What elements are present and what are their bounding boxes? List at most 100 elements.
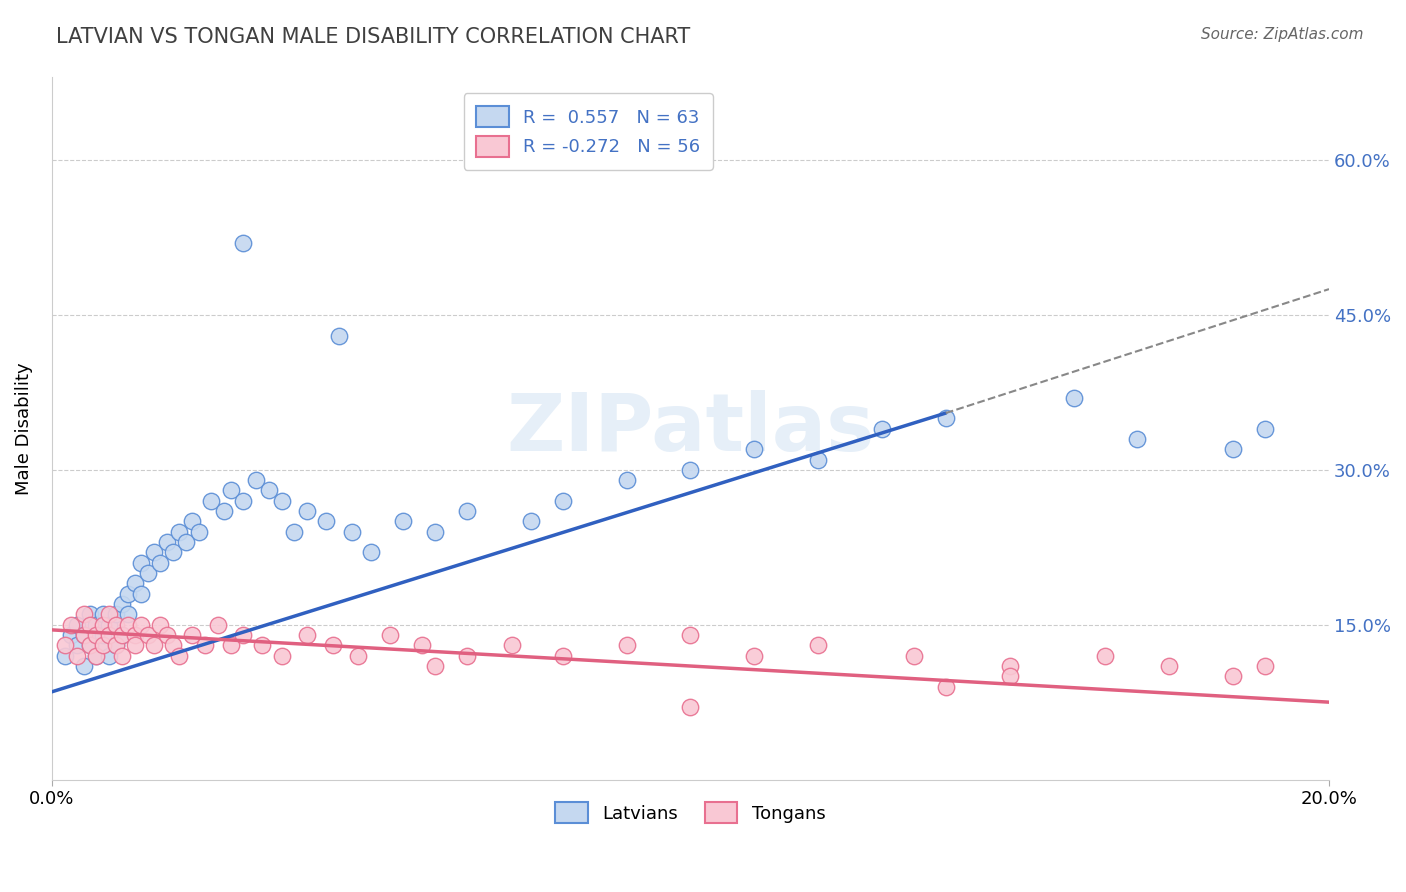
Point (162, 545, 184, 559)
Point (232, 235, 254, 250)
Point (79, 639, 101, 653)
Point (283, 524, 305, 539)
Point (200, 493, 222, 508)
Point (117, 617, 139, 632)
Point (328, 328, 350, 343)
Point (79, 607, 101, 622)
Point (501, 639, 523, 653)
Text: Source: ZipAtlas.com: Source: ZipAtlas.com (1201, 27, 1364, 42)
Point (111, 628, 134, 642)
Point (998, 659, 1021, 673)
Point (1126, 432, 1149, 446)
Point (551, 648, 574, 663)
Point (181, 628, 204, 642)
Point (742, 442, 765, 457)
Point (136, 566, 159, 580)
Legend: Latvians, Tongans: Latvians, Tongans (544, 791, 837, 834)
Point (142, 545, 165, 559)
Point (53, 639, 76, 653)
Point (86, 617, 108, 632)
Point (679, 700, 702, 714)
Point (104, 639, 127, 653)
Point (551, 493, 574, 508)
Point (295, 628, 318, 642)
Point (1063, 391, 1085, 405)
Point (456, 648, 478, 663)
Point (86, 628, 108, 642)
Point (86, 648, 108, 663)
Point (245, 473, 267, 487)
Point (194, 639, 217, 653)
Point (1254, 659, 1277, 673)
Point (1222, 442, 1244, 457)
Text: LATVIAN VS TONGAN MALE DISABILITY CORRELATION CHART: LATVIAN VS TONGAN MALE DISABILITY CORREL… (56, 27, 690, 46)
Point (270, 648, 292, 663)
Point (347, 648, 370, 663)
Point (91, 617, 114, 632)
Point (807, 639, 830, 653)
Point (807, 452, 830, 467)
Point (111, 597, 134, 611)
Point (79, 617, 101, 632)
Point (162, 639, 184, 653)
Point (616, 473, 638, 487)
Point (169, 648, 191, 663)
Point (129, 587, 152, 601)
Point (380, 628, 402, 642)
Point (935, 411, 957, 425)
Point (98, 607, 121, 622)
Point (1254, 421, 1277, 435)
Point (322, 639, 344, 653)
Point (423, 659, 446, 673)
Point (156, 535, 179, 549)
Point (98, 648, 121, 663)
Point (98, 628, 121, 642)
Point (295, 504, 318, 518)
Point (59, 628, 82, 642)
Point (998, 669, 1021, 683)
Point (129, 556, 152, 570)
Y-axis label: Male Disability: Male Disability (15, 362, 32, 495)
Point (129, 617, 152, 632)
Point (340, 524, 363, 539)
Point (86, 628, 108, 642)
Point (53, 648, 76, 663)
Point (212, 504, 235, 518)
Point (124, 576, 146, 591)
Point (232, 628, 254, 642)
Point (149, 556, 172, 570)
Point (142, 639, 165, 653)
Point (91, 607, 114, 622)
Point (169, 524, 191, 539)
Point (124, 639, 146, 653)
Point (86, 648, 108, 663)
Point (1222, 669, 1244, 683)
Point (73, 628, 96, 642)
Point (104, 607, 127, 622)
Point (456, 504, 478, 518)
Point (935, 680, 957, 694)
Point (270, 493, 292, 508)
Point (156, 628, 179, 642)
Point (742, 648, 765, 663)
Point (679, 463, 702, 477)
Point (903, 648, 925, 663)
Point (187, 524, 209, 539)
Point (423, 524, 446, 539)
Point (73, 607, 96, 622)
Point (149, 617, 172, 632)
Point (98, 617, 121, 632)
Point (257, 483, 280, 498)
Point (616, 639, 638, 653)
Point (66, 617, 89, 632)
Point (91, 639, 114, 653)
Point (315, 515, 337, 529)
Point (66, 639, 89, 653)
Point (117, 587, 139, 601)
Point (111, 648, 134, 663)
Point (679, 628, 702, 642)
Point (360, 545, 382, 559)
Point (870, 421, 893, 435)
Point (66, 648, 89, 663)
Point (252, 639, 274, 653)
